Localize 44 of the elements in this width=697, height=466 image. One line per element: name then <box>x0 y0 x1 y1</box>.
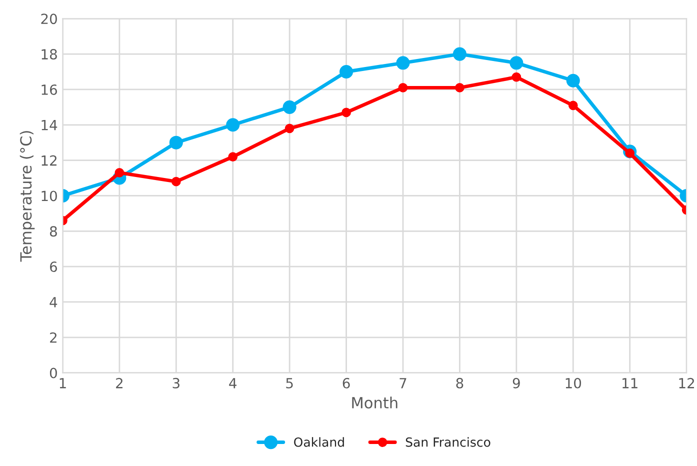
x-tick-label: 3 <box>172 378 180 388</box>
y-tick-label: 14 <box>42 120 58 130</box>
point <box>171 176 181 186</box>
point <box>340 64 354 79</box>
y-tick-label: 20 <box>41 14 57 24</box>
point <box>284 124 294 134</box>
point <box>396 56 410 70</box>
point <box>452 47 466 61</box>
y-tick-label: 10 <box>42 190 57 202</box>
point <box>228 152 238 162</box>
point <box>568 100 578 110</box>
point <box>342 108 351 118</box>
x-tick-label: 1 <box>60 378 66 388</box>
legend-label: San Francisco <box>406 437 490 447</box>
point <box>282 100 296 114</box>
x-tick-label: 12 <box>679 378 694 388</box>
x-tick-label: 2 <box>116 378 122 388</box>
point <box>510 56 524 70</box>
y-axis-title: Temperature (°C) <box>20 131 35 262</box>
point <box>566 74 580 88</box>
x-tick-label: 5 <box>286 378 293 388</box>
legend-label: Oakland <box>294 437 344 447</box>
x-tick-label: 9 <box>512 378 520 388</box>
y-tick-label: 12 <box>42 155 56 166</box>
y-tick-label: 6 <box>50 262 57 272</box>
y-tick-label: 0 <box>50 368 57 378</box>
x-tick-label: 8 <box>456 378 464 388</box>
y-tick-label: 2 <box>50 332 56 343</box>
x-tick-label: 10 <box>566 378 582 388</box>
point <box>114 168 124 178</box>
y-tick-label: 8 <box>50 226 57 237</box>
x-axis-title: Month <box>352 396 398 408</box>
x-tick-label: 4 <box>229 378 236 388</box>
point <box>398 83 408 92</box>
point <box>169 136 183 150</box>
x-tick-label: 7 <box>400 378 406 388</box>
y-tick-label: 18 <box>42 49 57 60</box>
point <box>226 118 240 132</box>
point <box>455 83 464 92</box>
x-tick-label: 11 <box>622 378 638 388</box>
y-tick-label: 16 <box>42 84 57 95</box>
x-tick-label: 6 <box>342 378 350 388</box>
y-tick-label: 4 <box>50 297 58 308</box>
point <box>512 72 522 82</box>
